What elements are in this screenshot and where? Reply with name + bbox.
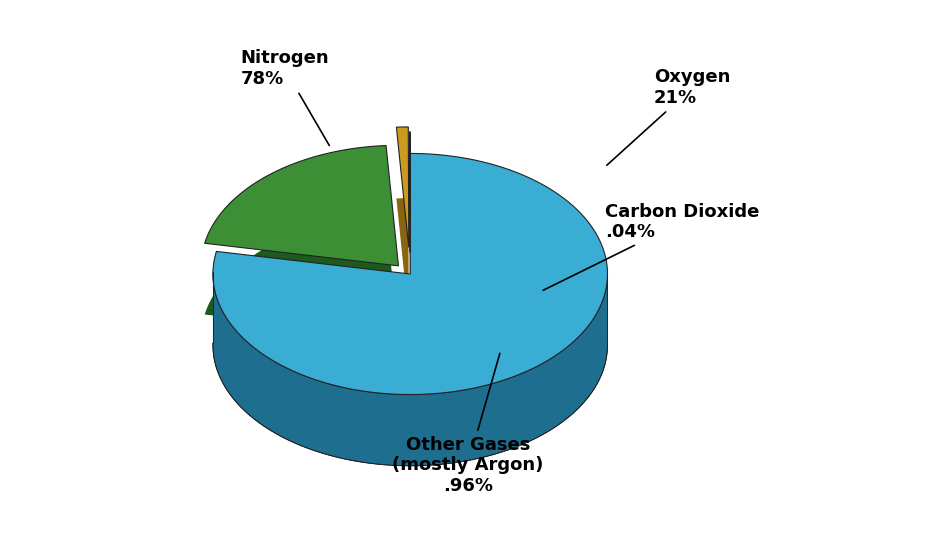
Polygon shape (205, 146, 398, 266)
Text: Oxygen
21%: Oxygen 21% (606, 68, 730, 165)
Polygon shape (396, 127, 409, 248)
Polygon shape (213, 225, 607, 466)
Polygon shape (213, 272, 607, 466)
Text: Other Gases
(mostly Argon)
.96%: Other Gases (mostly Argon) .96% (392, 353, 543, 495)
Polygon shape (213, 153, 607, 395)
Text: Carbon Dioxide
.04%: Carbon Dioxide .04% (543, 203, 759, 290)
Polygon shape (205, 217, 398, 337)
Text: Nitrogen
78%: Nitrogen 78% (240, 49, 329, 146)
Polygon shape (396, 198, 409, 319)
